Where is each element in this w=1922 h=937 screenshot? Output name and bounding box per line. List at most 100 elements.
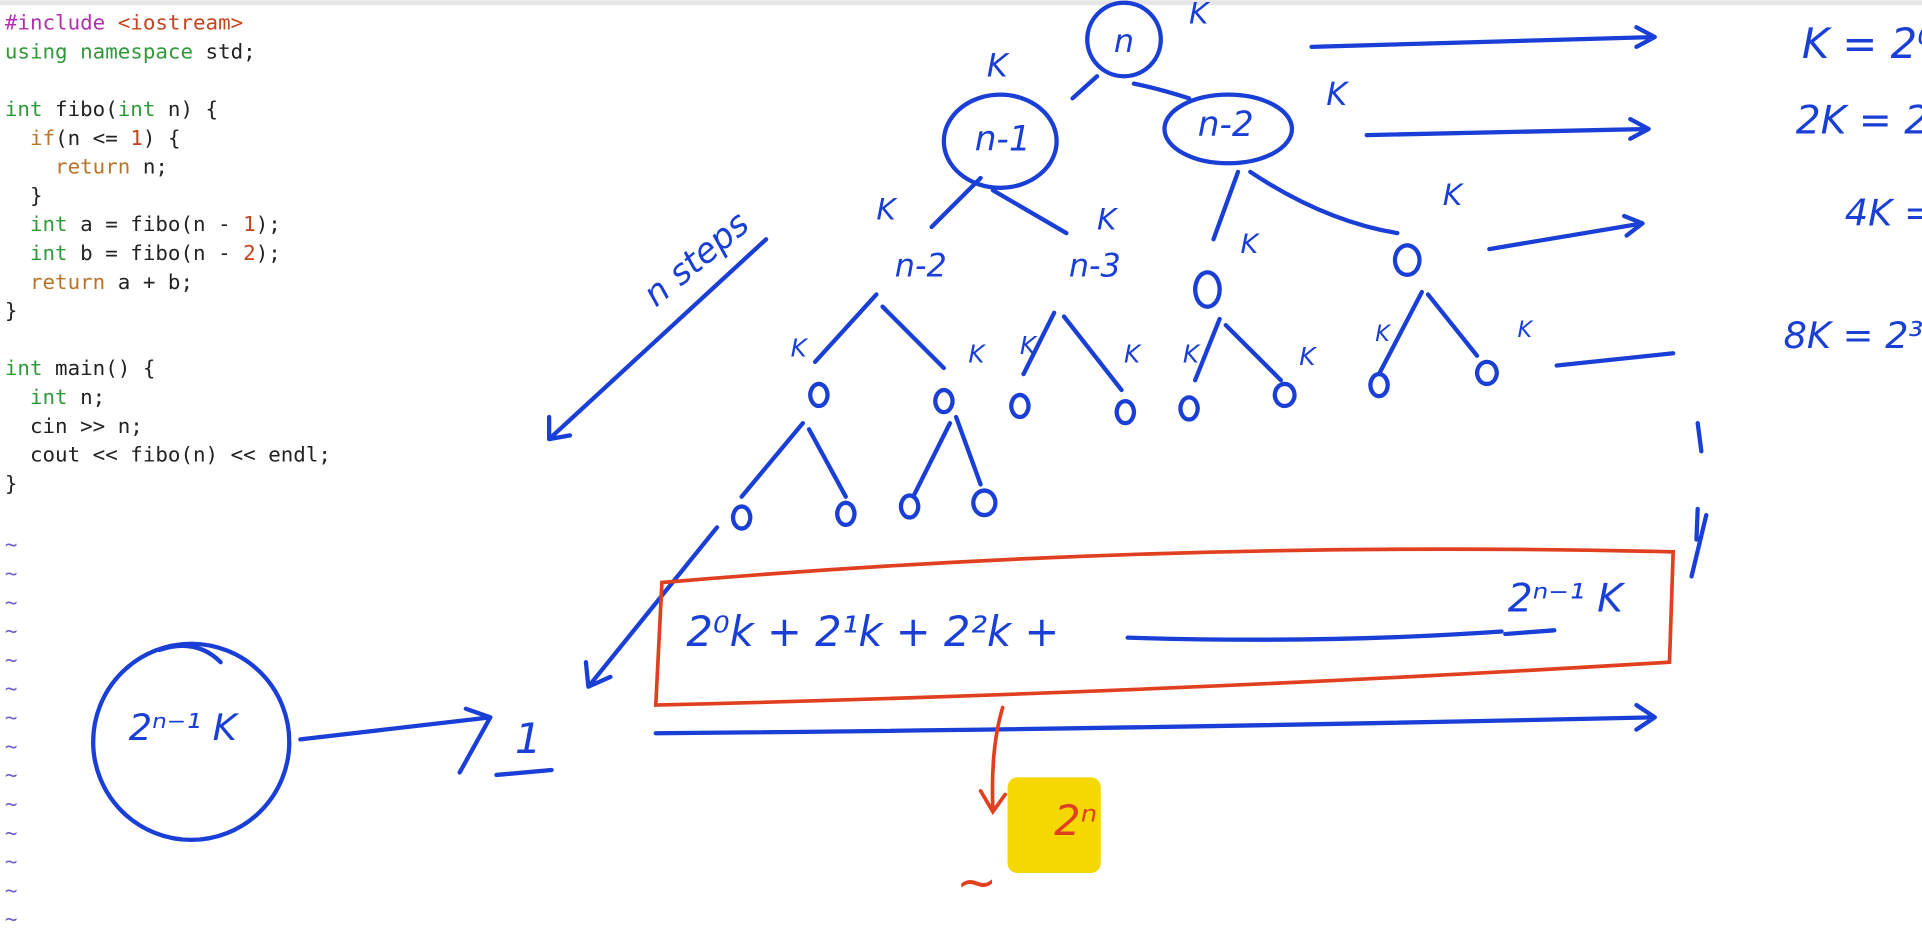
sum-arrow (653, 702, 1657, 736)
code-token: fibo( (43, 97, 118, 121)
annotation: n (1114, 22, 1134, 60)
annotation: 2ⁿ⁻¹ K (129, 706, 240, 749)
code-token: cin >> n; (5, 414, 143, 438)
node-circle (1162, 92, 1295, 166)
highlight (1007, 777, 1101, 874)
annotation: K (1517, 318, 1533, 343)
code-line: return n; (5, 155, 168, 179)
annotation: K (1097, 202, 1119, 236)
code-token: using namespace (5, 39, 193, 63)
empty-line-marker: ~ (5, 734, 18, 758)
leaf-nodes (730, 243, 1499, 531)
empty-line-marker: ~ (5, 533, 18, 557)
code-token: a = fibo(n - (68, 212, 244, 236)
code-token: b = fibo(n - (68, 241, 244, 265)
sketch (91, 0, 1709, 874)
code-token: ) { (143, 126, 181, 150)
code-token: std; (193, 39, 256, 63)
annotation: K (1240, 229, 1260, 260)
annotation: K (1124, 340, 1142, 369)
annotation: 2ⁿ (1054, 796, 1097, 845)
code-token: int (118, 97, 156, 121)
empty-line-marker: ~ (5, 619, 18, 643)
code-token: int (5, 356, 43, 380)
code-token: 1 (130, 126, 143, 150)
empty-line-marker: ~ (5, 850, 18, 874)
annotation: n-2 (1198, 105, 1254, 145)
code-line: return a + b; (5, 270, 193, 294)
empty-line-marker: ~ (5, 590, 18, 614)
code-token: } (5, 183, 43, 207)
code-line: } (5, 183, 43, 207)
annotation: n-1 (975, 120, 1031, 160)
annotation: n-2 (895, 246, 947, 284)
code-line: int b = fibo(n - 2); (5, 241, 281, 265)
annotation: 8K = 2³K (1783, 314, 1922, 357)
annotation: K (876, 193, 898, 227)
annotation: K (1375, 322, 1391, 347)
sum-box (653, 547, 1676, 707)
code-token: main() { (43, 356, 156, 380)
code-token: ); (256, 241, 281, 265)
code-line: if(n <= 1) { (5, 126, 181, 150)
code-token: int (5, 385, 68, 409)
sum-dash (1125, 628, 1557, 642)
code-token: int (5, 241, 68, 265)
node-circle (1085, 0, 1163, 79)
cost-arrow (157, 643, 554, 778)
annotation: K (968, 340, 986, 369)
node-circle (941, 92, 1059, 190)
tree-edges (929, 74, 1400, 242)
annotation: n steps (636, 204, 757, 315)
annotation: K (791, 334, 809, 363)
code-token: int (5, 212, 68, 236)
cost-circle (91, 641, 292, 843)
code-line: using namespace std; (5, 39, 256, 63)
code-line: } (5, 471, 18, 495)
annotation: 4K = 2²K (1845, 191, 1922, 234)
empty-line-marker: ~ (5, 821, 18, 845)
tree-edges (739, 289, 1480, 499)
empty-line-marker: ~ (5, 706, 18, 730)
annotation: 2K = 2¹K (1796, 98, 1922, 143)
approx-arrow (978, 705, 1007, 816)
annotation: 1 (515, 714, 542, 763)
code-token: 2 (243, 241, 256, 265)
code-line: cin >> n; (5, 414, 143, 438)
empty-line-marker: ~ (5, 763, 18, 787)
code-line: int main() { (5, 356, 155, 380)
code-line: int n; (5, 385, 105, 409)
annotation: K (1299, 342, 1317, 371)
empty-line-marker: ~ (5, 648, 18, 672)
annotation: K (987, 47, 1011, 85)
empty-line-marker: ~ (5, 792, 18, 816)
annotation: K (1443, 178, 1465, 212)
annotation: K (1326, 75, 1350, 113)
code-token: cout << fibo(n) << endl; (5, 443, 331, 467)
code-line: #include <iostream> (5, 11, 243, 35)
code-token: return (5, 155, 130, 179)
code-line: } (5, 299, 18, 323)
annotation: n-3 (1069, 246, 1121, 284)
code-token: n; (68, 385, 106, 409)
code-token: ); (256, 212, 281, 236)
code-token: if (5, 126, 55, 150)
code-token: (n <= (55, 126, 130, 150)
steps-arrows (546, 237, 769, 689)
empty-line-marker: ~ (5, 562, 18, 586)
code-token: #include (5, 11, 105, 35)
continuation-marks (1689, 421, 1709, 579)
code-token: n; (130, 155, 168, 179)
code-line: int a = fibo(n - 1); (5, 212, 281, 236)
code-token: n) { (155, 97, 218, 121)
code-token: return (5, 270, 105, 294)
code-line: cout << fibo(n) << endl; (5, 443, 331, 467)
annotation: 2⁰k + 2¹k + 2²k + (686, 607, 1059, 656)
annotation: K (1183, 340, 1201, 369)
empty-line-marker: ~ (5, 677, 18, 701)
annotation: 2ⁿ⁻¹ K (1508, 576, 1626, 621)
code-token: } (5, 471, 18, 495)
code-token: <iostream> (105, 11, 243, 35)
